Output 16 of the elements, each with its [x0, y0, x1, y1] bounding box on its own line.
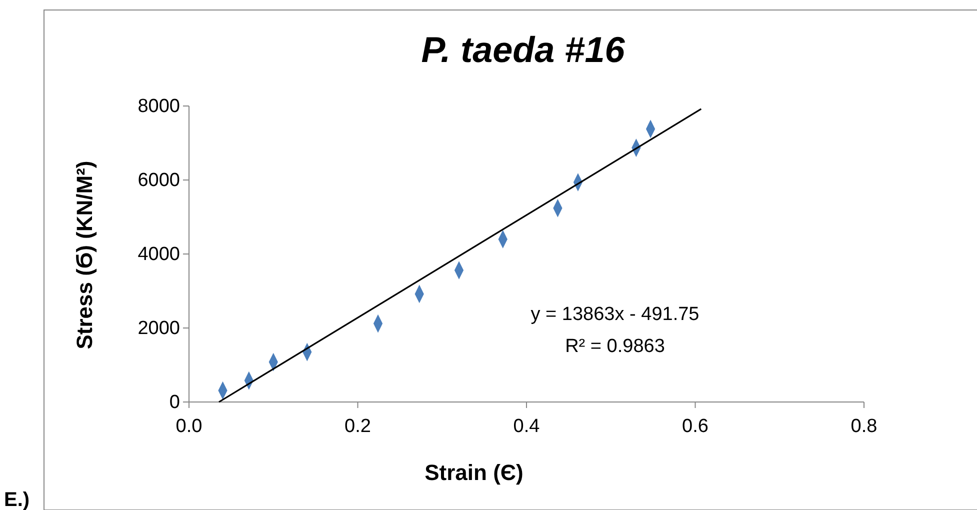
x-tick-label: 0.2	[344, 416, 371, 437]
x-tick-label: 0.4	[513, 416, 540, 437]
y-tick-label: 6000	[138, 170, 180, 192]
x-tick-label: 0.8	[850, 416, 878, 437]
text: E.)	[4, 489, 30, 510]
x-axis-title: Strain (Є)	[424, 460, 524, 485]
y-tick-label: 4000	[138, 244, 180, 266]
y-tick-label: 0	[169, 392, 180, 414]
annotation: y = 13863x - 491.75	[530, 304, 700, 325]
y-tick-label: 8000	[138, 96, 180, 118]
x-tick-label: 0.6	[682, 416, 708, 437]
y-tick-label: 2000	[138, 318, 180, 340]
x-tick-label: 0.0	[176, 416, 202, 437]
y-axis-title: Stress (Ϭ) (KN/M²)	[72, 160, 97, 350]
chart-title: P. taeda #16	[421, 29, 626, 70]
annotation: R² = 0.9863	[565, 336, 665, 357]
